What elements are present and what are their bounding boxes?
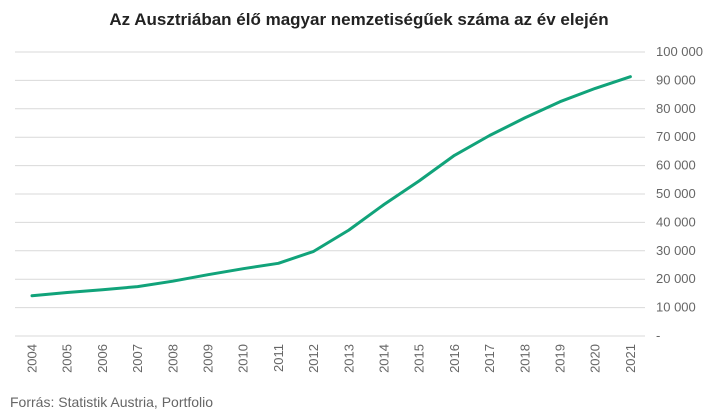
data-point (277, 262, 280, 265)
x-tick-label: 2009 (201, 344, 216, 373)
data-point (453, 154, 456, 157)
x-tick-label: 2007 (130, 344, 145, 373)
x-tick-label: 2012 (306, 344, 321, 373)
y-tick-label: 60 000 (656, 158, 696, 173)
y-tick-label: 30 000 (656, 243, 696, 258)
data-point (31, 294, 33, 297)
y-tick-label: 10 000 (656, 300, 696, 315)
x-tick-label: 2008 (165, 344, 180, 373)
x-tick-label: 2010 (236, 344, 251, 373)
x-axis-tick-labels: 2004 2005 2006 2007 2008 2009 2010 2011 2012 2013… (25, 344, 638, 373)
data-point (594, 87, 597, 90)
data-point (523, 116, 526, 119)
x-tick-label: 2017 (482, 344, 497, 373)
x-tick-label: 2021 (623, 344, 638, 373)
data-point (383, 203, 385, 206)
y-tick-label: 50 000 (656, 186, 696, 201)
source-note: Forrás: Statistik Austria, Portfolio (10, 394, 214, 410)
data-point (418, 179, 421, 182)
x-tick-label: 2020 (588, 344, 603, 373)
y-tick-label: 90 000 (656, 72, 696, 87)
x-tick-label: 2006 (95, 344, 110, 373)
series-layer (30, 75, 632, 298)
x-tick-label: 2011 (271, 344, 286, 372)
data-point (629, 75, 632, 78)
y-tick-label: 70 000 (656, 129, 696, 144)
data-point (101, 288, 104, 291)
series-line (30, 75, 632, 298)
data-point (488, 134, 491, 137)
y-tick-label: 40 000 (656, 214, 696, 229)
x-tick-label: 2005 (60, 344, 75, 373)
data-point (207, 273, 209, 276)
data-point (136, 285, 139, 288)
data-point (312, 250, 315, 253)
gridlines (15, 51, 645, 337)
y-axis-tick-labels: - 10 000 20 000 30 000 40 000 50 000 60 000 70 … (656, 44, 703, 343)
x-tick-label: 2018 (517, 344, 532, 373)
data-point (559, 100, 561, 103)
data-point (347, 229, 350, 232)
x-tick-label: 2004 (25, 344, 40, 373)
data-point (171, 280, 174, 283)
data-point (242, 267, 245, 270)
data-point (66, 291, 69, 294)
y-tick-label: 80 000 (656, 101, 696, 116)
y-tick-label: 20 000 (656, 271, 696, 286)
y-tick-label: 100 000 (656, 44, 703, 59)
x-tick-label: 2015 (412, 344, 427, 373)
x-tick-label: 2019 (553, 344, 568, 373)
x-tick-label: 2014 (377, 344, 392, 373)
x-tick-label: 2016 (447, 344, 462, 373)
chart-title: Az Ausztriában élő magyar nemzetiségűek … (109, 10, 609, 29)
x-tick-label: 2013 (341, 344, 356, 373)
y-tick-label: - (656, 328, 660, 343)
